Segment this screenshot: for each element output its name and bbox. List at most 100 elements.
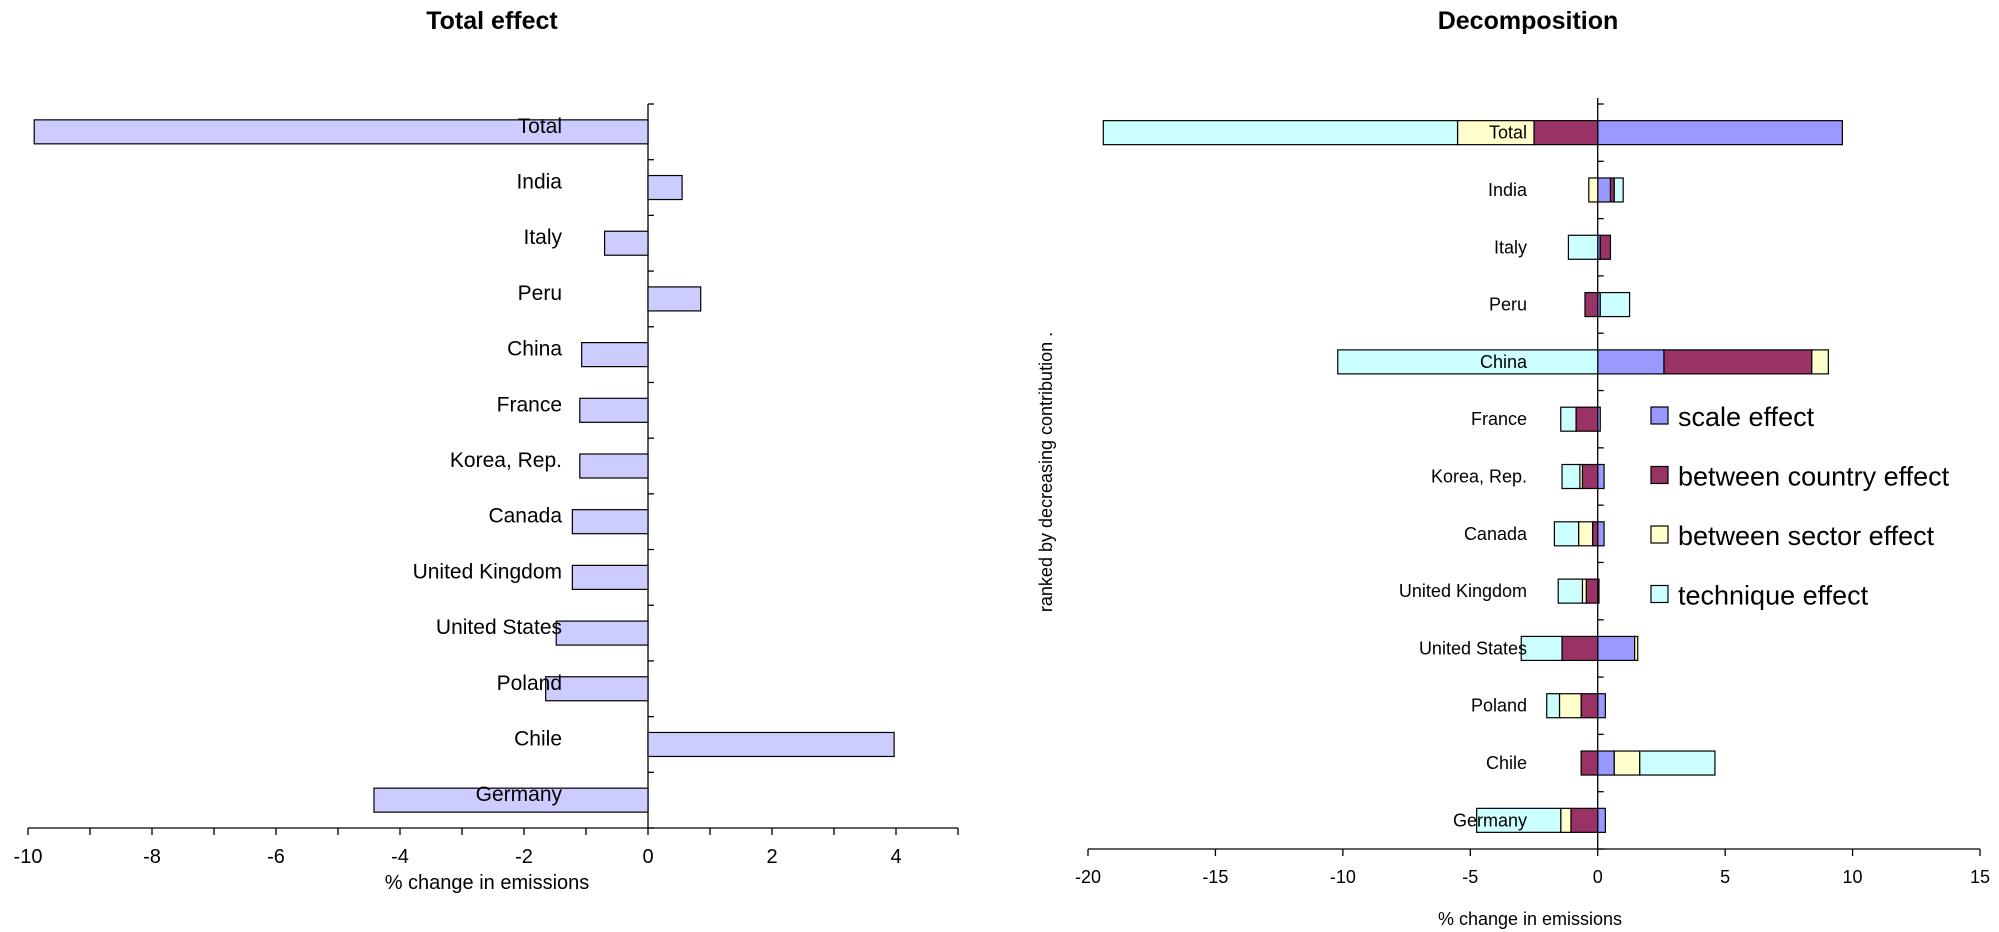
decomposition-bar-korea-rep-technique-effect xyxy=(1561,463,1581,490)
decomposition-bar-canada-between-sector-effect xyxy=(1577,521,1594,547)
decomposition-category-label: Germany xyxy=(1453,810,1527,830)
total-effect-bar-total xyxy=(33,119,649,145)
total-effect-category-label: India xyxy=(516,171,562,194)
decomposition-bar-india-scale-effect xyxy=(1597,177,1612,203)
decomposition-bar-germany-between-sector-effect xyxy=(1560,807,1572,833)
decomposition-bar-canada-technique-effect xyxy=(1553,521,1580,547)
total-effect-x-tick-label: 2 xyxy=(766,846,777,868)
total-effect-x-tick-label: 0 xyxy=(642,846,653,868)
decomposition-bar-canada-between-country-effect xyxy=(1592,521,1599,547)
decomposition-plot: -20 -15 -10 -5 0 5 10 15 Total India Italy Peru Chin… xyxy=(1075,98,1990,887)
decomposition-category-label: Canada xyxy=(1464,524,1528,544)
total-effect-bar-france xyxy=(579,397,649,423)
total-effect-category-label: Canada xyxy=(488,505,562,528)
total-effect-bar-korea-rep xyxy=(579,453,649,479)
total-effect-bar-italy xyxy=(603,230,649,256)
decomposition-bar-united-kingdom-between-country-effect xyxy=(1585,578,1599,604)
decomposition-x-tick-label: -5 xyxy=(1462,867,1478,887)
decomposition-category-label: Total xyxy=(1489,123,1527,143)
decomposition-bar-peru-technique-effect xyxy=(1599,291,1631,318)
decomposition-x-tick-label: -10 xyxy=(1330,867,1356,887)
decomposition-bar-india-between-sector-effect xyxy=(1588,177,1599,203)
decomposition-bar-korea-rep-scale-effect xyxy=(1597,463,1605,490)
total-effect-category-label: Poland xyxy=(497,672,562,695)
decomposition-y-axis-title: ranked by decreasing contribution . xyxy=(1036,332,1056,612)
decomposition-x-tick-label: 5 xyxy=(1720,867,1730,887)
decomposition-bar-germany-between-country-effect xyxy=(1570,807,1599,833)
total-effect-category-label: Total xyxy=(518,115,562,138)
legend-swatch-between-country-effect xyxy=(1650,465,1669,485)
legend-label-between-country-effect: between country effect xyxy=(1678,462,1950,492)
total-effect-x-tick-label: -4 xyxy=(391,846,409,868)
decomposition-x-tick-label: -15 xyxy=(1202,867,1228,887)
total-effect-chart: Total effect -10 -8 -6 -4 -2 0 2 4 Total India Ita… xyxy=(14,7,959,894)
legend-label-scale-effect: scale effect xyxy=(1678,402,1815,432)
decomposition-category-label: Italy xyxy=(1494,237,1527,257)
decomposition-bar-poland-technique-effect xyxy=(1546,693,1561,719)
decomposition-category-label: India xyxy=(1488,180,1528,200)
decomposition-bar-peru-between-country-effect xyxy=(1584,291,1599,318)
decomposition-chart: Decomposition ranked by decreasing contr… xyxy=(1036,7,1990,929)
total-effect-category-label: Germany xyxy=(476,783,563,806)
decomposition-bar-germany-technique-effect xyxy=(1476,807,1562,833)
legend-swatch-scale-effect xyxy=(1650,406,1669,425)
total-effect-category-label: Chile xyxy=(514,727,562,750)
decomposition-bar-united-states-technique-effect xyxy=(1520,635,1563,662)
decomposition-x-tick-label: 10 xyxy=(1843,867,1863,887)
decomposition-bar-germany-scale-effect xyxy=(1597,807,1606,833)
legend-label-technique-effect: technique effect xyxy=(1678,581,1869,611)
total-effect-bar-china xyxy=(581,342,649,368)
decomposition-x-tick-label: 15 xyxy=(1970,867,1990,887)
decomposition-bar-china-scale-effect xyxy=(1597,349,1665,375)
decomposition-bar-chile-between-country-effect xyxy=(1580,750,1599,776)
total-effect-category-label: China xyxy=(507,338,562,361)
decomposition-bar-total-between-sector-effect xyxy=(1456,120,1535,146)
total-effect-bar-united-kingdom xyxy=(571,564,649,590)
legend-label-between-sector-effect: between sector effect xyxy=(1678,521,1935,551)
decomposition-category-label: Peru xyxy=(1489,295,1527,315)
decomposition-bar-total-technique-effect xyxy=(1102,120,1459,146)
decomposition-category-label: Korea, Rep. xyxy=(1431,467,1527,487)
total-effect-x-axis-title: % change in emissions xyxy=(385,872,590,894)
decomposition-bar-italy-technique-effect xyxy=(1567,234,1599,260)
decomposition-bar-china-between-country-effect xyxy=(1663,349,1813,375)
decomposition-bar-total-scale-effect xyxy=(1597,120,1843,146)
decomposition-bar-poland-between-country-effect xyxy=(1580,693,1599,719)
total-effect-bar-poland xyxy=(545,676,649,702)
total-effect-x-tick-label: -6 xyxy=(267,846,285,868)
decomposition-x-tick-label: -20 xyxy=(1075,867,1101,887)
decomposition-x-tick-label: 0 xyxy=(1593,867,1603,887)
decomposition-bar-china-technique-effect xyxy=(1337,349,1599,375)
decomposition-category-label: United States xyxy=(1419,638,1527,658)
total-effect-x-tick-label: -2 xyxy=(515,846,533,868)
decomposition-bar-korea-rep-between-country-effect xyxy=(1581,463,1599,490)
total-effect-category-label: United States xyxy=(436,616,562,639)
total-effect-x-tick-label: 4 xyxy=(890,846,901,868)
total-effect-bar-germany xyxy=(373,787,649,813)
total-effect-bar-india xyxy=(647,174,683,201)
total-effect-bar-peru xyxy=(647,286,702,312)
total-effect-category-label: Korea, Rep. xyxy=(450,449,562,472)
total-effect-x-tick-label: -10 xyxy=(14,846,43,868)
decomposition-category-label: China xyxy=(1480,352,1528,372)
decomposition-bar-canada-scale-effect xyxy=(1597,521,1605,547)
decomposition-x-axis-title: % change in emissions xyxy=(1438,909,1622,929)
decomposition-bar-poland-scale-effect xyxy=(1597,693,1606,719)
decomposition-category-label: United Kingdom xyxy=(1399,581,1527,601)
decomposition-bar-france-technique-effect xyxy=(1560,406,1577,432)
decomposition-title: Decomposition xyxy=(1438,7,1619,35)
decomposition-bar-united-states-between-country-effect xyxy=(1561,635,1599,662)
decomposition-category-label: Poland xyxy=(1471,696,1527,716)
decomposition-bar-india-technique-effect xyxy=(1613,177,1624,203)
decomposition-category-label: France xyxy=(1471,409,1527,429)
total-effect-category-label: Peru xyxy=(518,282,562,305)
decomposition-bar-united-states-scale-effect xyxy=(1597,635,1636,662)
total-effect-category-label: France xyxy=(497,393,562,416)
decomposition-bar-italy-between-country-effect xyxy=(1599,234,1612,260)
total-effect-category-label: United Kingdom xyxy=(413,560,562,583)
total-effect-category-label: Italy xyxy=(523,226,562,249)
decomposition-bar-united-kingdom-technique-effect xyxy=(1557,578,1584,604)
decomposition-legend: scale effect between country effect betwee… xyxy=(1650,402,1950,611)
decomposition-bar-china-between-sector-effect xyxy=(1811,349,1829,375)
